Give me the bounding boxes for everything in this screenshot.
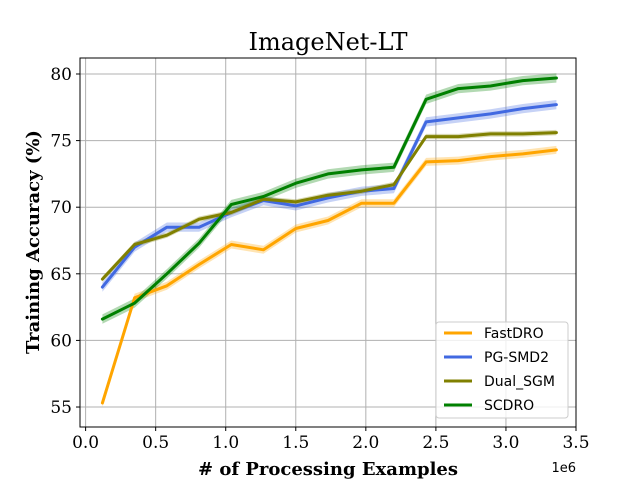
x-tick-label: 3.0: [492, 433, 519, 453]
series-line-scdro: [100, 76, 558, 321]
x-tick-label: 2.0: [352, 433, 379, 453]
series-lines: [100, 76, 558, 405]
x-axis-label: # of Processing Examples: [198, 459, 458, 480]
y-tick-label: 65: [50, 265, 72, 285]
plot-frame: [79, 57, 577, 428]
x-tick-label: 1.0: [212, 433, 239, 453]
y-axis-label: Training Accuracy (%): [23, 130, 44, 354]
chart-title: ImageNet-LT: [248, 28, 407, 56]
legend-box: [435, 321, 569, 419]
legend-label: SCDRO: [484, 398, 534, 414]
x-tick-label: 0.0: [72, 433, 99, 453]
x-axis-ticks: 0.0 0.5 1.0 1.5 2.0 2.5 3.0 3.5: [72, 427, 590, 453]
y-tick-label: 80: [50, 65, 72, 85]
legend-label: PG-SMD2: [484, 350, 549, 366]
x-tick-label: 2.5: [422, 433, 449, 453]
series-line-fastdro: [100, 148, 558, 405]
y-tick-label: 55: [50, 398, 72, 418]
y-tick-label: 75: [50, 132, 72, 152]
y-tick-label: 70: [50, 198, 72, 218]
x-tick-label: 0.5: [142, 433, 169, 453]
series-line-dual-sgm: [100, 131, 558, 281]
x-tick-label: 3.5: [562, 433, 589, 453]
x-axis-offset-label: 1e6: [551, 461, 576, 476]
series-line-pg-smd2: [100, 103, 558, 289]
legend-label: Dual_SGM: [484, 374, 555, 390]
legend-label: FastDRO: [484, 326, 544, 342]
x-tick-label: 1.5: [282, 433, 309, 453]
y-tick-label: 60: [50, 331, 72, 351]
legend: FastDRO PG-SMD2 Dual_SGM SCDRO: [435, 321, 569, 419]
y-axis-ticks: 55 60 65 70 75 80: [50, 65, 80, 418]
